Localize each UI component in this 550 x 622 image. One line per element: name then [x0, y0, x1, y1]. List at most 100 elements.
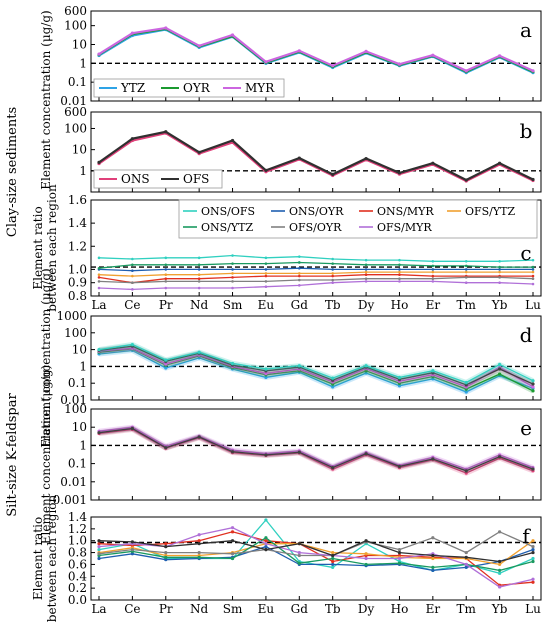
data-point [97, 273, 101, 277]
data-point [264, 280, 268, 283]
data-point [297, 550, 301, 555]
data-point [197, 280, 201, 283]
data-point [297, 553, 301, 558]
y-tick-label: 100 [64, 19, 87, 33]
y-tick-label: 100 [64, 121, 87, 135]
legend-box [93, 169, 223, 189]
legend-label: OFS/YTZ [465, 205, 515, 218]
data-point [364, 556, 368, 561]
panel-letter: f [522, 524, 531, 548]
series-line [98, 537, 534, 572]
data-point [231, 276, 234, 279]
data-point [230, 138, 235, 143]
data-point [130, 31, 134, 35]
data-point [464, 264, 468, 268]
data-point [531, 548, 535, 552]
data-point [364, 268, 368, 271]
data-point [531, 577, 535, 581]
data-point [164, 286, 168, 290]
data-point [331, 172, 335, 176]
panel-letter: c [520, 241, 531, 265]
data-point [531, 539, 535, 543]
data-point [531, 385, 535, 389]
data-point [498, 455, 502, 459]
data-point [197, 150, 201, 154]
data-point [197, 268, 201, 271]
data-point [431, 369, 435, 373]
data-point [231, 272, 234, 275]
data-point [364, 156, 368, 161]
data-point [464, 390, 468, 394]
section-label-silt: Silt-size K-feldspar [5, 392, 20, 516]
data-point [364, 539, 368, 543]
series-line [98, 276, 534, 284]
data-point [331, 262, 334, 265]
data-point [364, 273, 368, 277]
x-tick-label: Nd [190, 298, 209, 312]
data-point [264, 272, 268, 275]
data-point [298, 261, 301, 264]
y-axis-label: Element ratio [31, 517, 45, 600]
data-point [431, 260, 435, 263]
data-point [498, 372, 502, 376]
data-point [264, 274, 268, 278]
data-point [164, 558, 168, 562]
data-point [164, 362, 168, 366]
data-point [264, 285, 268, 288]
series-d-0 [97, 347, 535, 395]
data-point [331, 64, 335, 68]
data-point [331, 553, 335, 558]
data-point [331, 274, 334, 278]
data-point [264, 542, 268, 546]
data-point [298, 284, 301, 287]
section-label-clay: Clay-size sediments [5, 107, 20, 237]
data-point [531, 545, 535, 549]
data-point [230, 552, 235, 556]
data-point [431, 264, 435, 268]
x-tick-label: Er [426, 602, 441, 616]
data-point [398, 270, 401, 274]
data-point [464, 562, 468, 567]
data-point [331, 565, 335, 569]
series-line [98, 27, 534, 73]
y-tick-label: 1.2 [68, 522, 87, 536]
y-tick-label: 1000 [56, 309, 87, 323]
series-line [98, 349, 534, 393]
data-point [231, 268, 234, 271]
data-point [498, 367, 502, 371]
data-point [197, 550, 201, 555]
data-point [97, 548, 101, 552]
y-tick-label: 0.8 [68, 289, 87, 303]
data-point [331, 562, 335, 567]
y-tick-label: 1.4 [68, 216, 87, 230]
data-point [531, 282, 535, 286]
panel-f: 0.00.20.40.60.81.01.21.4 La Ce Pr Nd Sm Eu Gd Tb… [31, 495, 542, 622]
y-axis-label: between each region [45, 495, 59, 622]
data-point [397, 550, 402, 555]
data-point [498, 568, 502, 572]
data-point [431, 53, 435, 57]
data-point [464, 281, 468, 285]
y-tick-label: 0.1 [68, 376, 87, 390]
series-line [98, 527, 534, 588]
y-tick-label: 0.2 [68, 581, 87, 595]
data-point [431, 280, 435, 283]
panel-letter: d [520, 323, 533, 347]
data-point [331, 257, 334, 261]
y-tick-label: 0.6 [68, 557, 87, 571]
y-tick-label: 1 [79, 359, 87, 373]
series-line [98, 347, 534, 388]
data-point [498, 585, 502, 589]
y-axis-label: between each region [45, 184, 59, 312]
data-point [364, 562, 368, 567]
data-point [231, 280, 234, 283]
data-point [130, 137, 134, 141]
data-point [264, 375, 268, 380]
data-point [264, 60, 268, 64]
data-point [397, 62, 402, 66]
x-tick-label: Tb [325, 602, 341, 616]
x-tick-label: Eu [258, 602, 275, 616]
data-point [364, 258, 368, 262]
data-point [398, 277, 401, 281]
